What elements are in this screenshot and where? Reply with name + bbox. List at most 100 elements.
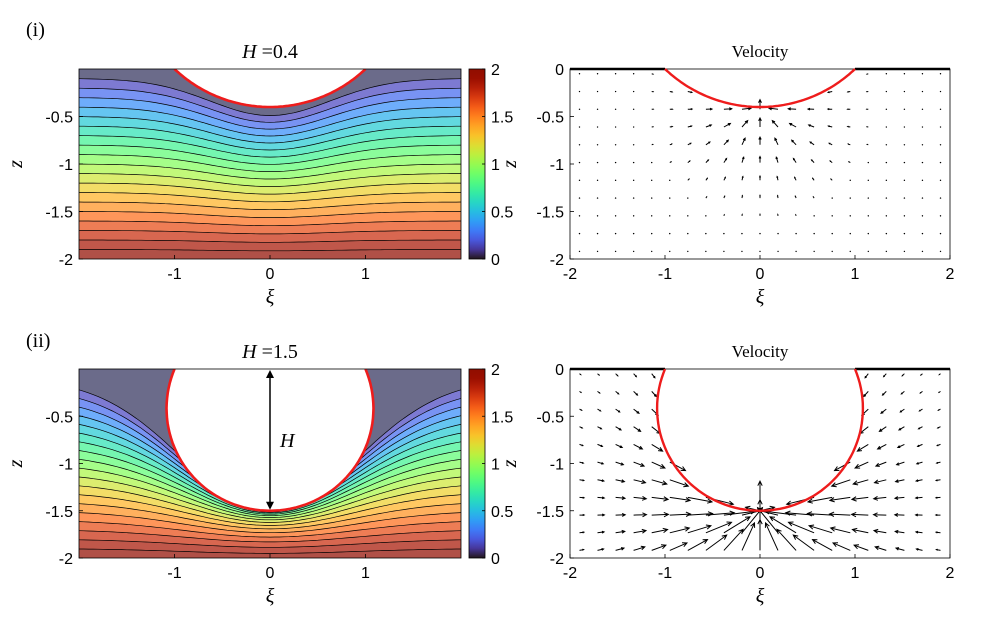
x-tick-label: -1	[167, 565, 181, 582]
velocity-arrow	[809, 141, 815, 146]
velocity-arrow	[614, 232, 617, 235]
velocity-arrow	[939, 179, 942, 182]
velocity-arrow	[687, 539, 709, 551]
velocity-arrow	[687, 125, 693, 128]
velocity-arrow	[774, 137, 779, 146]
velocity-arrow	[939, 90, 942, 93]
colorbar-tick-label: 1.5	[491, 110, 513, 127]
velocity-arrow	[885, 197, 888, 199]
velocity-arrow	[872, 495, 887, 501]
velocity-arrow	[795, 232, 797, 235]
velocity-arrow	[795, 250, 797, 253]
velocity-arrow	[705, 107, 714, 111]
contour-band	[79, 240, 461, 251]
velocity-arrow	[615, 373, 619, 377]
velocity-arrow	[579, 373, 582, 376]
contour-line	[79, 548, 461, 554]
contour-band	[79, 494, 461, 529]
contour-line	[79, 154, 461, 172]
velocity-arrow	[632, 126, 635, 128]
velocity-arrow	[723, 250, 725, 253]
velocity-arrow	[669, 161, 673, 164]
velocity-arrow	[895, 461, 905, 466]
velocity-arrow	[939, 161, 942, 164]
colorbar-tick-label: 1.5	[491, 409, 513, 426]
plot-title: Velocity	[732, 42, 789, 61]
velocity-arrow	[633, 512, 648, 518]
velocity-arrow	[776, 175, 779, 181]
velocity-arrow	[687, 142, 692, 146]
velocity-arrow	[903, 144, 906, 146]
velocity-arrow	[578, 215, 581, 217]
velocity-arrow	[846, 108, 851, 111]
velocity-arrow	[705, 521, 733, 534]
velocity-arrow	[597, 479, 606, 482]
velocity-arrow	[614, 73, 617, 75]
velocity-arrow	[669, 125, 674, 128]
velocity-arrow	[867, 197, 869, 199]
velocity-arrow	[759, 232, 761, 235]
velocity-arrow	[596, 179, 599, 182]
velocity-arrow	[934, 496, 941, 499]
velocity-arrow	[651, 496, 670, 502]
velocity-arrow	[614, 90, 617, 93]
y-tick-label: -1.5	[536, 504, 564, 521]
contour-line	[79, 201, 461, 211]
y-tick-label: -0.5	[536, 110, 564, 127]
velocity-arrow	[893, 512, 905, 517]
velocity-arrow	[615, 426, 623, 431]
velocity-arrow	[723, 516, 751, 534]
velocity-arrow	[758, 155, 762, 163]
velocity-arrow	[579, 513, 586, 517]
y-tick-label: -0.5	[45, 409, 73, 426]
velocity-arrow	[921, 179, 924, 182]
velocity-arrow	[614, 179, 617, 182]
velocity-arrow	[687, 160, 691, 163]
x-tick-label: -1	[658, 565, 672, 582]
velocity-arrow	[939, 232, 942, 235]
velocity-arrow	[917, 426, 923, 430]
velocity-arrow	[787, 521, 815, 534]
heatmap-panel-i: -1 0 1 -0.5 -1 -1.5 -2 ξ z H =0.4 0 0.5 1 1.5 2	[5, 41, 513, 308]
colorbar-tick-label: 0.5	[491, 205, 513, 222]
interface-curve	[655, 368, 865, 513]
height-arrowhead-top	[266, 370, 274, 378]
velocity-arrow	[919, 373, 923, 376]
x-tick-label: 0	[266, 565, 275, 582]
velocity-arrow	[633, 426, 642, 433]
velocity-arrow	[687, 178, 690, 181]
contour-line	[79, 220, 461, 227]
velocity-arrow	[865, 126, 869, 128]
velocity-arrow	[687, 496, 714, 504]
velocity-arrow	[921, 161, 924, 164]
velocity-arrow	[935, 461, 941, 464]
velocity-arrow	[687, 91, 694, 94]
velocity-arrow	[939, 73, 942, 75]
velocity-arrow	[758, 174, 762, 181]
velocity-arrow	[705, 177, 708, 181]
contour-band	[79, 173, 461, 195]
velocity-arrow	[633, 443, 644, 450]
velocity-arrow	[633, 495, 648, 501]
contour-line	[79, 512, 461, 534]
velocity-arrow	[893, 496, 905, 500]
velocity-arrow	[829, 526, 851, 534]
velocity-arrow	[669, 215, 671, 217]
velocity-arrow	[596, 250, 599, 253]
velocity-arrow	[705, 159, 710, 163]
velocity-arrow	[651, 126, 655, 128]
x-tick-label: -2	[563, 266, 577, 283]
velocity-arrow	[939, 108, 942, 110]
velocity-arrow	[849, 250, 851, 253]
velocity-arrow	[903, 215, 906, 217]
velocity-arrow	[596, 73, 599, 75]
velocity-arrow	[741, 119, 749, 128]
velocity-arrow	[705, 534, 728, 551]
velocity-arrow	[939, 144, 942, 146]
velocity-arrow	[757, 518, 763, 551]
velocity-arrow	[596, 144, 599, 146]
velocity-arrow	[669, 108, 674, 111]
contour-line	[79, 116, 461, 144]
velocity-arrow	[795, 213, 797, 217]
x-tick-label: -1	[167, 266, 181, 283]
